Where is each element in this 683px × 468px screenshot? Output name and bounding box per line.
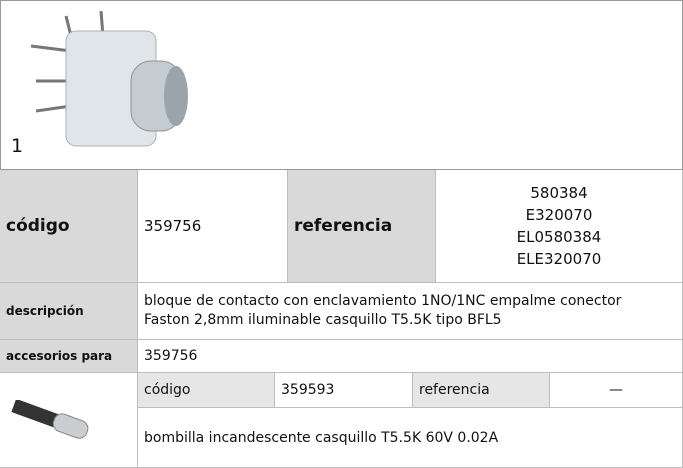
code: 359756 bbox=[138, 170, 288, 283]
accessory-label: accesorios para bbox=[0, 340, 138, 373]
image-cell: 1 bbox=[0, 0, 683, 170]
figure-number: 1 bbox=[11, 135, 24, 157]
ref-label: referencia bbox=[288, 170, 436, 283]
text-line: 580384 bbox=[530, 184, 588, 202]
accessory-for: 359756 bbox=[138, 340, 683, 373]
acc-description: bombilla incandescente casquillo T5.5K 6… bbox=[138, 408, 683, 468]
acc-ref: — bbox=[550, 373, 683, 408]
acc-code: 359593 bbox=[275, 373, 413, 408]
desc-label: descripción bbox=[0, 283, 138, 340]
text-line: bloque de contacto con enclavamiento 1NO… bbox=[144, 293, 622, 309]
text-line: EL0580384 bbox=[516, 228, 602, 246]
accessory-image-cell bbox=[0, 373, 138, 468]
description: bloque de contacto con enclavamiento 1NO… bbox=[138, 283, 683, 340]
acc-code-label: código bbox=[138, 373, 275, 408]
acc-ref-label: referencia bbox=[413, 373, 550, 408]
product-image bbox=[30, 10, 188, 147]
code-label: código bbox=[0, 170, 138, 283]
text-line: Faston 2,8mm iluminable casquillo T5.5K … bbox=[144, 312, 502, 328]
text-line: ELE320070 bbox=[516, 250, 602, 268]
text-line: E320070 bbox=[525, 206, 593, 224]
references: 580384 E320070 EL0580384 ELE320070 bbox=[436, 170, 683, 283]
accessory-image bbox=[11, 400, 89, 439]
